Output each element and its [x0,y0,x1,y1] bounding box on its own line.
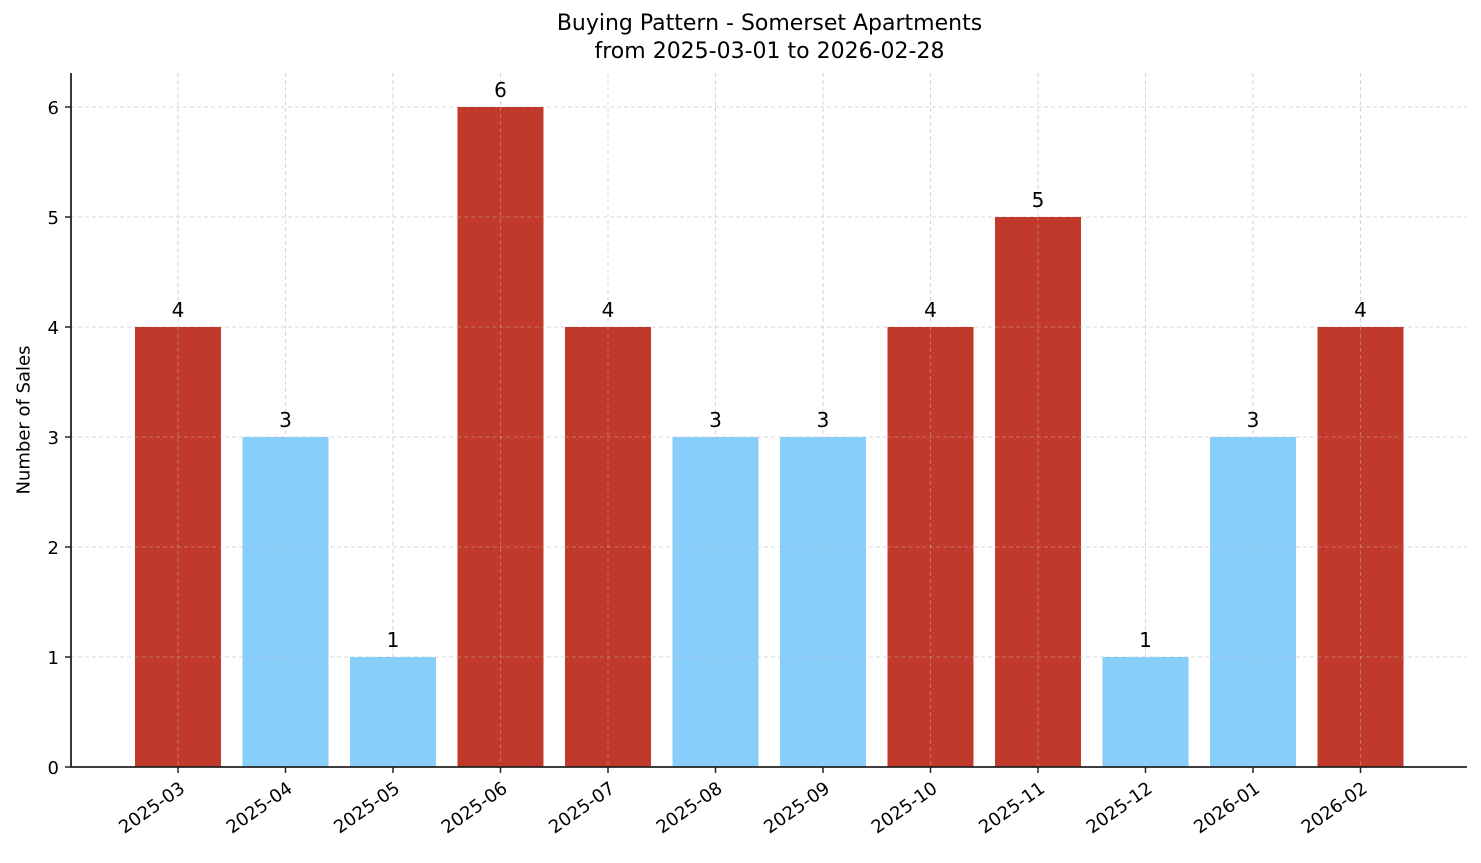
bar-value-label: 3 [709,408,722,432]
x-tick-label: 2025-12 [1083,778,1157,838]
bar-value-label: 3 [1247,408,1260,432]
bar-value-label: 1 [387,628,400,652]
x-tick-label: 2025-05 [330,778,404,838]
x-tick-label: 2025-06 [438,778,512,838]
bar-value-label: 3 [279,408,292,432]
chart-subtitle: from 2025-03-01 to 2026-02-28 [594,39,945,64]
x-tick-label: 2025-10 [868,778,942,838]
x-tick-label: 2025-09 [760,778,834,838]
x-tick-label: 2026-02 [1298,778,1372,838]
x-tick-label: 2025-11 [975,778,1049,838]
y-tick-label: 1 [48,648,59,669]
y-tick-label: 0 [48,758,59,779]
x-tick-label: 2026-01 [1190,778,1264,838]
y-tick-label: 3 [48,428,59,449]
chart-title: Buying Pattern - Somerset Apartments fro… [0,10,1481,66]
x-tick-label: 2025-03 [115,778,189,838]
bar-value-label: 5 [1032,188,1045,212]
y-tick-label: 4 [48,318,59,339]
y-tick-label: 5 [48,208,59,229]
x-tick-label: 2025-04 [223,778,297,838]
bar-value-label: 6 [494,78,507,102]
y-tick-label: 2 [48,538,59,559]
chart-title-main: Buying Pattern - Somerset Apartments [556,11,983,36]
bar-value-label: 3 [817,408,830,432]
bar-value-label: 4 [1354,298,1367,322]
x-tick-label: 2025-07 [545,778,619,838]
bar-value-label: 4 [924,298,937,322]
bar-value-label: 1 [1139,628,1152,652]
y-tick-label: 6 [48,98,59,119]
bar-value-label: 4 [172,298,185,322]
x-tick-label: 2025-08 [653,778,727,838]
bar-value-label: 4 [602,298,615,322]
